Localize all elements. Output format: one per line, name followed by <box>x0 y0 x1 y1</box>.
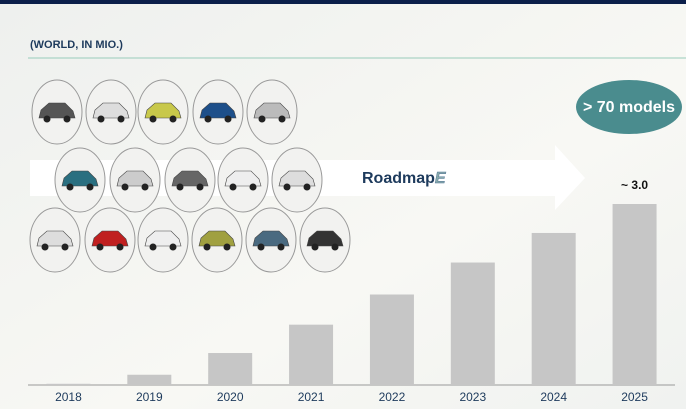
car-wheel <box>177 184 184 191</box>
bar <box>613 204 657 385</box>
car-wheel <box>304 184 311 191</box>
car-wheel <box>332 244 339 251</box>
car-wheel <box>197 184 204 191</box>
x-tick-label: 2019 <box>136 390 163 404</box>
car-wheel <box>117 244 124 251</box>
bar <box>208 353 252 385</box>
arrow-label-mark: E <box>435 170 447 187</box>
car-wheel <box>64 116 71 123</box>
car-wheel <box>170 116 177 123</box>
badge: > 70 models <box>583 99 675 116</box>
car-wheel <box>150 244 157 251</box>
background <box>0 0 686 409</box>
x-tick-label: 2020 <box>217 390 244 404</box>
car-wheel <box>97 244 104 251</box>
car-wheel <box>122 184 129 191</box>
x-tick-label: 2025 <box>621 390 648 404</box>
car-wheel <box>279 116 286 123</box>
x-tick-label: 2023 <box>459 390 486 404</box>
car-wheel <box>224 244 231 251</box>
car-wheel <box>225 116 232 123</box>
car-wheel <box>312 244 319 251</box>
car-wheel <box>98 116 105 123</box>
value-label: ~ 3.0 <box>621 178 648 192</box>
bar <box>46 384 90 385</box>
car-wheel <box>258 244 265 251</box>
car-wheel <box>230 184 237 191</box>
car-wheel <box>142 184 149 191</box>
arrow-label-text: Roadmap <box>362 170 435 187</box>
subtitle: (WORLD, IN MIO.) <box>30 39 123 51</box>
bar <box>451 263 495 385</box>
car-wheel <box>259 116 266 123</box>
chart: (WORLD, IN MIO.) RoadmapE > 70 models 20… <box>0 0 686 409</box>
car-wheel <box>118 116 125 123</box>
x-tick-label: 2021 <box>298 390 325 404</box>
top-bar <box>0 0 686 4</box>
car-wheel <box>87 184 94 191</box>
bar <box>289 325 333 385</box>
bar <box>532 233 576 385</box>
bar <box>370 295 414 386</box>
car-wheel <box>250 184 257 191</box>
car-wheel <box>170 244 177 251</box>
car-wheel <box>284 184 291 191</box>
bar <box>127 375 171 385</box>
car-wheel <box>44 116 51 123</box>
arrow-label: RoadmapE <box>362 170 447 187</box>
x-tick-label: 2022 <box>379 390 406 404</box>
car-wheel <box>42 244 49 251</box>
x-tick-label: 2024 <box>540 390 567 404</box>
car-wheel <box>150 116 157 123</box>
car-wheel <box>62 244 69 251</box>
car-wheel <box>205 116 212 123</box>
x-tick-label: 2018 <box>55 390 82 404</box>
car-wheel <box>67 184 74 191</box>
car-wheel <box>278 244 285 251</box>
car-wheel <box>204 244 211 251</box>
